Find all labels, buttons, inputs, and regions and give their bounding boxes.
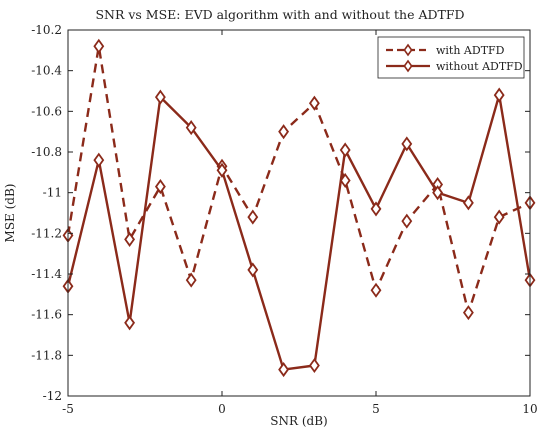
series-with-adtfd	[62, 38, 536, 321]
data-point-without-adtfd	[278, 362, 290, 378]
data-point-with-adtfd	[185, 272, 197, 288]
y-tick-label: -11	[43, 186, 62, 200]
data-point-with-adtfd	[154, 179, 166, 195]
legend-marker-with-adtfd	[403, 43, 413, 57]
data-point-without-adtfd	[185, 120, 197, 136]
data-point-without-adtfd	[93, 152, 105, 168]
data-point-with-adtfd	[462, 305, 474, 321]
data-point-with-adtfd	[370, 282, 382, 298]
data-point-without-adtfd	[154, 89, 166, 105]
data-point-with-adtfd	[401, 213, 413, 229]
legend-label-with-adtfd: with ADTFD	[436, 44, 505, 57]
data-point-with-adtfd	[493, 209, 505, 225]
data-point-without-adtfd	[462, 195, 474, 211]
x-axis-label: SNR (dB)	[270, 414, 327, 428]
data-point-without-adtfd	[339, 142, 351, 158]
data-point-without-adtfd	[493, 87, 505, 103]
x-axis: -5 0 5 10	[62, 30, 538, 416]
data-point-without-adtfd	[247, 262, 259, 278]
y-tick-label: -10.6	[31, 104, 62, 118]
x-tick-label: 5	[372, 402, 380, 416]
series-layer	[62, 38, 536, 378]
data-point-with-adtfd	[247, 209, 259, 225]
data-point-without-adtfd	[401, 136, 413, 152]
y-tick-label: -10.2	[31, 23, 62, 37]
y-tick-label: -11.4	[31, 267, 62, 281]
data-point-without-adtfd	[216, 162, 228, 178]
data-point-with-adtfd	[93, 38, 105, 54]
x-tick-label: 10	[522, 402, 537, 416]
data-point-without-adtfd	[432, 185, 444, 201]
data-point-with-adtfd	[308, 95, 320, 111]
y-axis-label: MSE (dB)	[3, 184, 17, 243]
plot-area	[67, 29, 531, 397]
data-point-without-adtfd	[370, 201, 382, 217]
chart-title: SNR vs MSE: EVD algorithm with and witho…	[95, 7, 464, 22]
data-point-without-adtfd	[308, 357, 320, 374]
legend-label-without-adtfd: without ADTFD	[436, 60, 523, 73]
y-tick-label: -11.6	[31, 308, 62, 322]
x-tick-label: 0	[218, 402, 226, 416]
x-tick-label: -5	[62, 402, 74, 416]
data-point-without-adtfd	[124, 315, 136, 331]
legend: with ADTFD without ADTFD	[377, 36, 525, 79]
data-point-with-adtfd	[278, 124, 290, 140]
data-point-with-adtfd	[124, 231, 136, 247]
legend-box	[377, 36, 525, 79]
y-tick-label: -11.2	[31, 226, 62, 240]
series-line-without-adtfd	[66, 93, 532, 371]
legend-marker-without-adtfd	[403, 59, 413, 73]
y-tick-label: -11.8	[31, 348, 62, 362]
y-tick-label: -12	[43, 389, 62, 403]
y-tick-label: -10.8	[31, 145, 62, 159]
y-tick-label: -10.4	[31, 64, 62, 78]
series-without-adtfd	[62, 87, 536, 378]
y-axis: -12 -11.8 -11.6 -11.4 -11.2 -11 -10.8 -10.6 -10.…	[31, 23, 530, 403]
